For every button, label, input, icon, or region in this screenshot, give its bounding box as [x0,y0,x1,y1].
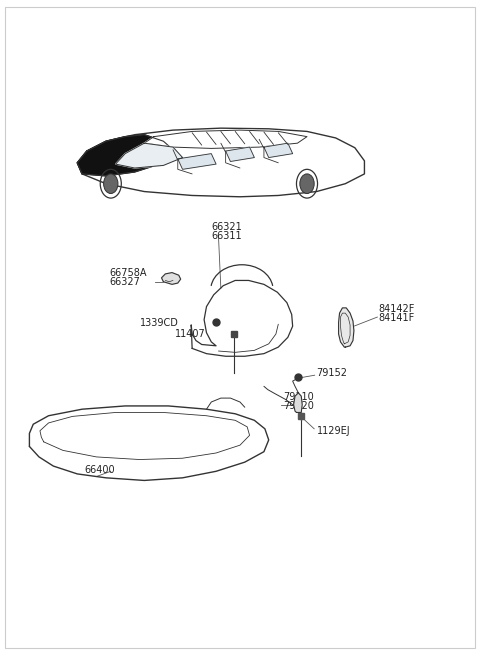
Text: 66311: 66311 [211,231,242,241]
Text: 66758A: 66758A [110,268,147,278]
Text: 1339CD: 1339CD [140,318,179,328]
Polygon shape [144,130,307,149]
Polygon shape [161,272,180,284]
Polygon shape [116,143,182,168]
Text: 79152: 79152 [317,368,348,378]
Text: 11407: 11407 [175,329,206,339]
Circle shape [104,174,118,193]
Text: 66400: 66400 [84,465,115,475]
Polygon shape [338,308,354,347]
Text: 79120: 79120 [283,401,314,411]
Text: 79110: 79110 [283,392,314,402]
Polygon shape [264,143,293,158]
Text: 84142F: 84142F [379,304,415,314]
Polygon shape [294,393,302,413]
Polygon shape [77,135,173,176]
Polygon shape [29,406,269,481]
Circle shape [300,174,314,193]
Polygon shape [226,147,254,162]
Text: 66327: 66327 [110,277,141,287]
Text: 1129EJ: 1129EJ [317,426,350,436]
Text: 84141F: 84141F [379,312,415,323]
Text: 66321: 66321 [211,223,242,233]
Polygon shape [178,154,216,170]
Polygon shape [77,128,364,196]
Polygon shape [191,280,293,356]
